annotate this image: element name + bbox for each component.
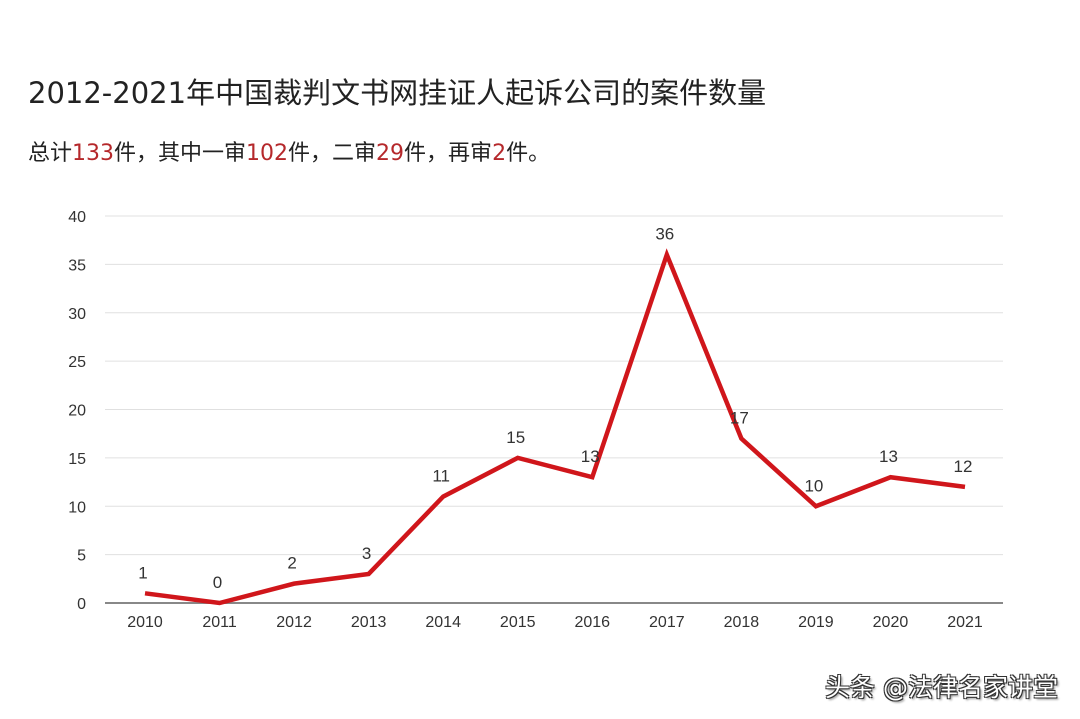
subtitle-count: 133 [72, 141, 115, 166]
data-label: 2 [287, 554, 296, 573]
subtitle-count: 29 [376, 141, 405, 166]
subtitle-text: 件，再审 [404, 141, 493, 166]
y-tick-label: 0 [77, 596, 86, 613]
subtitle-text: 总计 [28, 141, 73, 166]
x-tick-label: 2011 [202, 614, 237, 631]
y-tick-label: 25 [68, 354, 86, 371]
subtitle-text: 件。 [506, 141, 551, 166]
chart-subtitle: 总计133件，其中一审102件，二审29件，再审2件。 [28, 135, 550, 167]
data-label: 1 [138, 563, 147, 582]
x-tick-label: 2014 [425, 614, 461, 631]
x-tick-label: 2020 [873, 614, 909, 631]
y-tick-label: 15 [68, 451, 86, 468]
x-tick-label: 2019 [798, 614, 834, 631]
subtitle-count: 102 [246, 141, 289, 166]
x-tick-label: 2017 [649, 614, 685, 631]
y-tick-label: 35 [68, 257, 86, 274]
data-label: 17 [730, 409, 749, 428]
series-line [144, 248, 966, 606]
x-tick-label: 2012 [276, 614, 312, 631]
data-label: 3 [362, 544, 371, 563]
x-tick-label: 2016 [574, 614, 610, 631]
y-tick-label: 20 [68, 403, 86, 420]
data-label: 15 [506, 428, 525, 447]
data-label: 13 [879, 447, 898, 466]
watermark: 头条 @法律名家讲堂 [825, 673, 1058, 702]
y-tick-label: 5 [77, 548, 86, 565]
x-tick-label: 2010 [127, 614, 163, 631]
subtitle-text: 件，其中一审 [114, 141, 247, 166]
data-label: 12 [954, 457, 973, 476]
chart-title: 2012-2021年中国裁判文书网挂证人起诉公司的案件数量 [28, 76, 767, 110]
y-tick-label: 10 [68, 499, 86, 516]
x-tick-label: 2021 [947, 614, 983, 631]
subtitle-text: 件，二审 [288, 141, 377, 166]
data-label: 10 [804, 476, 823, 495]
subtitle-count: 2 [492, 141, 507, 166]
x-tick-label: 2013 [351, 614, 387, 631]
y-tick-label: 30 [68, 306, 86, 323]
data-label: 11 [432, 467, 450, 486]
data-label: 13 [581, 447, 600, 466]
data-label: 0 [213, 573, 222, 592]
data-label: 36 [655, 225, 674, 244]
x-tick-label: 2015 [500, 614, 536, 631]
x-tick-label: 2018 [724, 614, 760, 631]
y-tick-label: 40 [68, 209, 86, 226]
